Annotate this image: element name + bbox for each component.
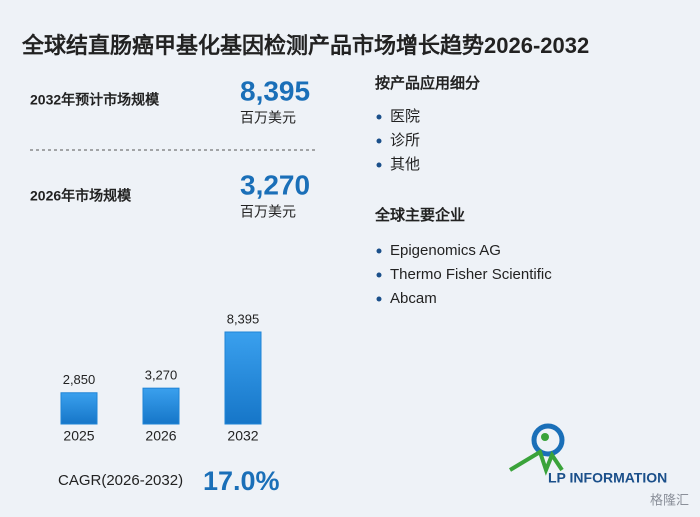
list-item: 医院 xyxy=(390,107,420,125)
stat-value: 3,270 xyxy=(240,169,310,200)
section-title: 按产品应用细分 xyxy=(375,74,480,92)
x-tick-label: 2032 xyxy=(227,428,258,444)
title: 全球结直肠癌甲基化基因检测产品市场增长趋势2026-2032 xyxy=(21,33,589,58)
bullet xyxy=(376,296,382,302)
x-tick-label: 2025 xyxy=(63,428,94,444)
x-tick-label: 2026 xyxy=(145,428,176,444)
list-item: 其他 xyxy=(390,156,420,173)
watermark: 格隆汇 xyxy=(650,492,689,507)
stat-label: 2026年市场规模 xyxy=(30,188,132,204)
stat-unit: 百万美元 xyxy=(240,204,296,220)
value-label: 3,270 xyxy=(145,368,178,383)
stat-label: 2032年预计市场规模 xyxy=(30,92,160,108)
bullet xyxy=(376,114,382,120)
stat-unit: 百万美元 xyxy=(240,110,296,126)
cagr-label: CAGR(2026-2032) xyxy=(58,472,183,489)
bullet xyxy=(376,162,382,168)
list-item: Abcam xyxy=(390,290,437,307)
bar xyxy=(60,392,98,425)
bar xyxy=(142,387,180,425)
stat-value: 8,395 xyxy=(240,75,310,106)
logo: LP INFORMATION xyxy=(508,423,667,486)
logo-swoosh xyxy=(508,449,564,476)
list-item: 诊所 xyxy=(390,132,420,149)
list-item: Epigenomics AG xyxy=(390,242,501,259)
logo-text: LP INFORMATION xyxy=(548,470,667,486)
bullet xyxy=(376,248,382,254)
cagr-value: 17.0% xyxy=(203,466,280,496)
section-title: 全球主要企业 xyxy=(374,206,465,224)
logo-ring xyxy=(531,423,565,457)
bullet xyxy=(376,138,382,144)
value-label: 2,850 xyxy=(63,372,96,387)
logo-dot xyxy=(541,433,549,441)
value-label: 8,395 xyxy=(227,311,260,326)
bullet xyxy=(376,272,382,278)
list-item: Thermo Fisher Scientific xyxy=(390,266,552,283)
bar xyxy=(224,331,262,425)
